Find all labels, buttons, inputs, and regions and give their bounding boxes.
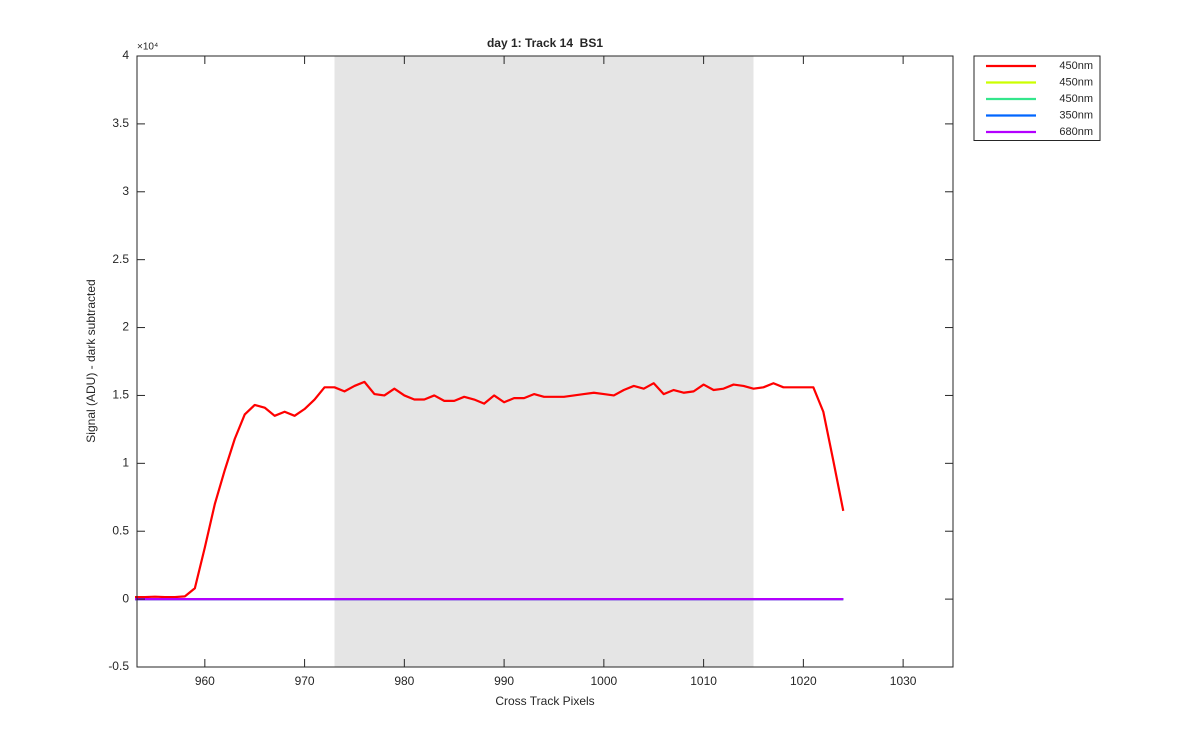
y-tick-label: 0	[122, 591, 129, 605]
x-tick-label: 980	[394, 674, 414, 688]
x-tick-label: 960	[195, 674, 215, 688]
chart-title: day 1: Track 14 BS1	[487, 36, 603, 50]
x-tick-label: 970	[295, 674, 315, 688]
legend-label: 450nm	[1059, 60, 1093, 72]
y-tick-label: -0.5	[108, 659, 129, 673]
legend-label: 350nm	[1059, 109, 1093, 121]
y-tick-label: 3.5	[112, 116, 129, 130]
y-tick-label: 3	[122, 184, 129, 198]
y-tick-label: 4	[122, 48, 129, 62]
axes-box	[136, 55, 954, 668]
y-axis-label: Signal (ADU) - dark subtracted	[84, 279, 98, 442]
y-tick-label: 2.5	[112, 252, 129, 266]
y-tick-label: 1.5	[112, 388, 129, 402]
legend: 450nm 450nm 450nm 350nm 680nm	[973, 55, 1101, 141]
legend-label: 450nm	[1059, 76, 1093, 88]
data-line	[135, 380, 845, 599]
y-multiplier: ×10⁴	[137, 42, 158, 53]
x-tick-label: 1020	[790, 674, 817, 688]
legend-label: 450nm	[1059, 93, 1093, 105]
y-tick-label: 1	[122, 456, 129, 470]
x-axis-label: Cross Track Pixels	[495, 694, 594, 708]
legend-label: 680nm	[1059, 126, 1093, 138]
y-tick-label: 2	[122, 320, 129, 334]
x-tick-label: 1010	[690, 674, 717, 688]
x-tick-label: 990	[494, 674, 514, 688]
y-tick-label: 0.5	[112, 523, 129, 537]
shaded-region	[334, 56, 754, 667]
x-tick-label: 1030	[890, 674, 917, 688]
x-tick-label: 1000	[591, 674, 618, 688]
